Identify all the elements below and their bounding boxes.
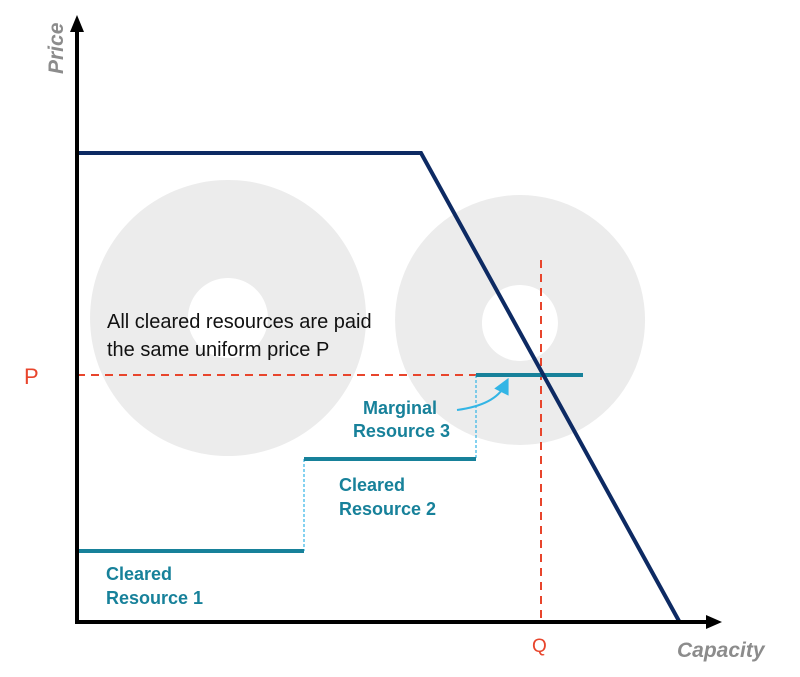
demand-curve <box>77 151 681 622</box>
price-marker: P <box>24 364 39 389</box>
note-line-2: the same uniform price P <box>107 339 329 361</box>
marginal-pointer-arrow-icon <box>456 377 509 411</box>
axes <box>70 15 722 629</box>
resource-1-label-line-1: Cleared <box>106 564 172 584</box>
note-line-1: All cleared resources are paid <box>107 311 372 333</box>
resource-3-label-line-1: Marginal <box>363 398 437 418</box>
y-axis-label: Price <box>45 22 68 74</box>
watermark-logo <box>90 180 646 456</box>
resource-2-label-line-2: Resource 2 <box>339 499 436 519</box>
x-axis-label: Capacity <box>677 639 766 662</box>
quantity-marker: Q <box>532 636 547 657</box>
resource-1-label-line-2: Resource 1 <box>106 588 203 608</box>
resource-2-label-line-1: Cleared <box>339 475 405 495</box>
resource-3-label-line-2: Resource 3 <box>353 421 450 441</box>
